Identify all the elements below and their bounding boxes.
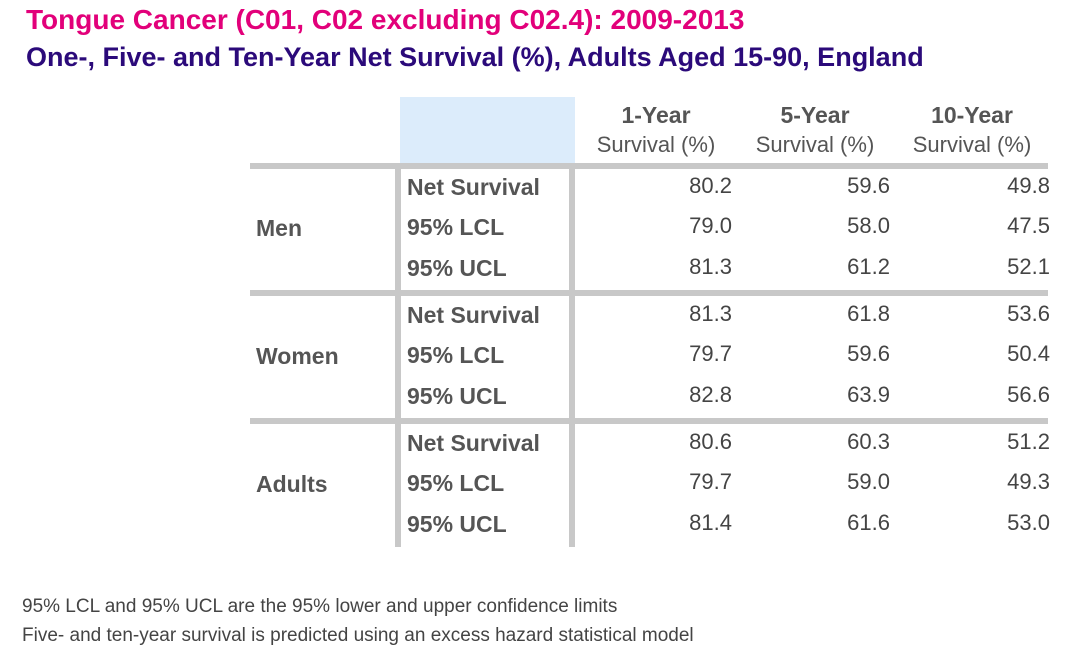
group-label: Women: [256, 343, 339, 369]
header-highlight: [400, 97, 575, 163]
group-separator: [250, 290, 1048, 296]
vertical-rule-left: [395, 163, 401, 547]
column-header-unit: Survival (%): [755, 132, 875, 157]
value-cell: 59.0: [847, 469, 890, 494]
metric-label: Net Survival: [407, 302, 540, 328]
value-cell: 50.4: [1007, 341, 1050, 366]
value-cell: 79.7: [689, 341, 732, 366]
value-cell: 81.4: [689, 510, 732, 535]
column-header-period: 10-Year: [931, 102, 1013, 128]
value-cell: 61.8: [847, 301, 890, 326]
column-header-period: 5-Year: [780, 102, 850, 128]
metric-label: Net Survival: [407, 430, 540, 456]
value-cell: 47.5: [1007, 213, 1050, 238]
value-cell: 56.6: [1007, 382, 1050, 407]
footnotes: 95% LCL and 95% UCL are the 95% lower an…: [22, 592, 694, 650]
metric-label: 95% LCL: [407, 214, 505, 240]
column-header: 5-Year Survival (%): [735, 101, 895, 159]
value-cell: 80.2: [689, 173, 732, 198]
metric-label: 95% UCL: [407, 383, 507, 409]
value-cell: 61.6: [847, 510, 890, 535]
column-header: 10-Year Survival (%): [892, 101, 1052, 159]
value-cell: 63.9: [847, 382, 890, 407]
value-cell: 59.6: [847, 173, 890, 198]
column-header-unit: Survival (%): [912, 132, 1032, 157]
group-separator: [250, 418, 1048, 424]
value-cell: 51.2: [1007, 429, 1050, 454]
group-label: Men: [256, 215, 302, 241]
value-cell: 80.6: [689, 429, 732, 454]
metric-label: Net Survival: [407, 174, 540, 200]
value-cell: 81.3: [689, 254, 732, 279]
metric-label: 95% LCL: [407, 342, 505, 368]
chart-subtitle: One-, Five- and Ten-Year Net Survival (%…: [26, 42, 924, 72]
metric-label: 95% UCL: [407, 511, 507, 537]
chart-title: Tongue Cancer (C01, C02 excluding C02.4)…: [26, 4, 745, 35]
column-header-unit: Survival (%): [596, 132, 716, 157]
group-label: Adults: [256, 471, 328, 497]
value-cell: 81.3: [689, 301, 732, 326]
value-cell: 53.6: [1007, 301, 1050, 326]
value-cell: 58.0: [847, 213, 890, 238]
value-cell: 60.3: [847, 429, 890, 454]
metric-label: 95% LCL: [407, 470, 505, 496]
footnote-confidence-limits: 95% LCL and 95% UCL are the 95% lower an…: [22, 596, 618, 617]
value-cell: 79.7: [689, 469, 732, 494]
value-cell: 79.0: [689, 213, 732, 238]
vertical-rule-right: [569, 163, 575, 547]
column-header: 1-Year Survival (%): [576, 101, 736, 159]
value-cell: 49.3: [1007, 469, 1050, 494]
group-separator: [250, 163, 1048, 169]
footnote-model: Five- and ten-year survival is predicted…: [22, 625, 694, 646]
column-header-period: 1-Year: [621, 102, 691, 128]
metric-label: 95% UCL: [407, 255, 507, 281]
value-cell: 52.1: [1007, 254, 1050, 279]
value-cell: 49.8: [1007, 173, 1050, 198]
value-cell: 61.2: [847, 254, 890, 279]
value-cell: 53.0: [1007, 510, 1050, 535]
value-cell: 59.6: [847, 341, 890, 366]
value-cell: 82.8: [689, 382, 732, 407]
